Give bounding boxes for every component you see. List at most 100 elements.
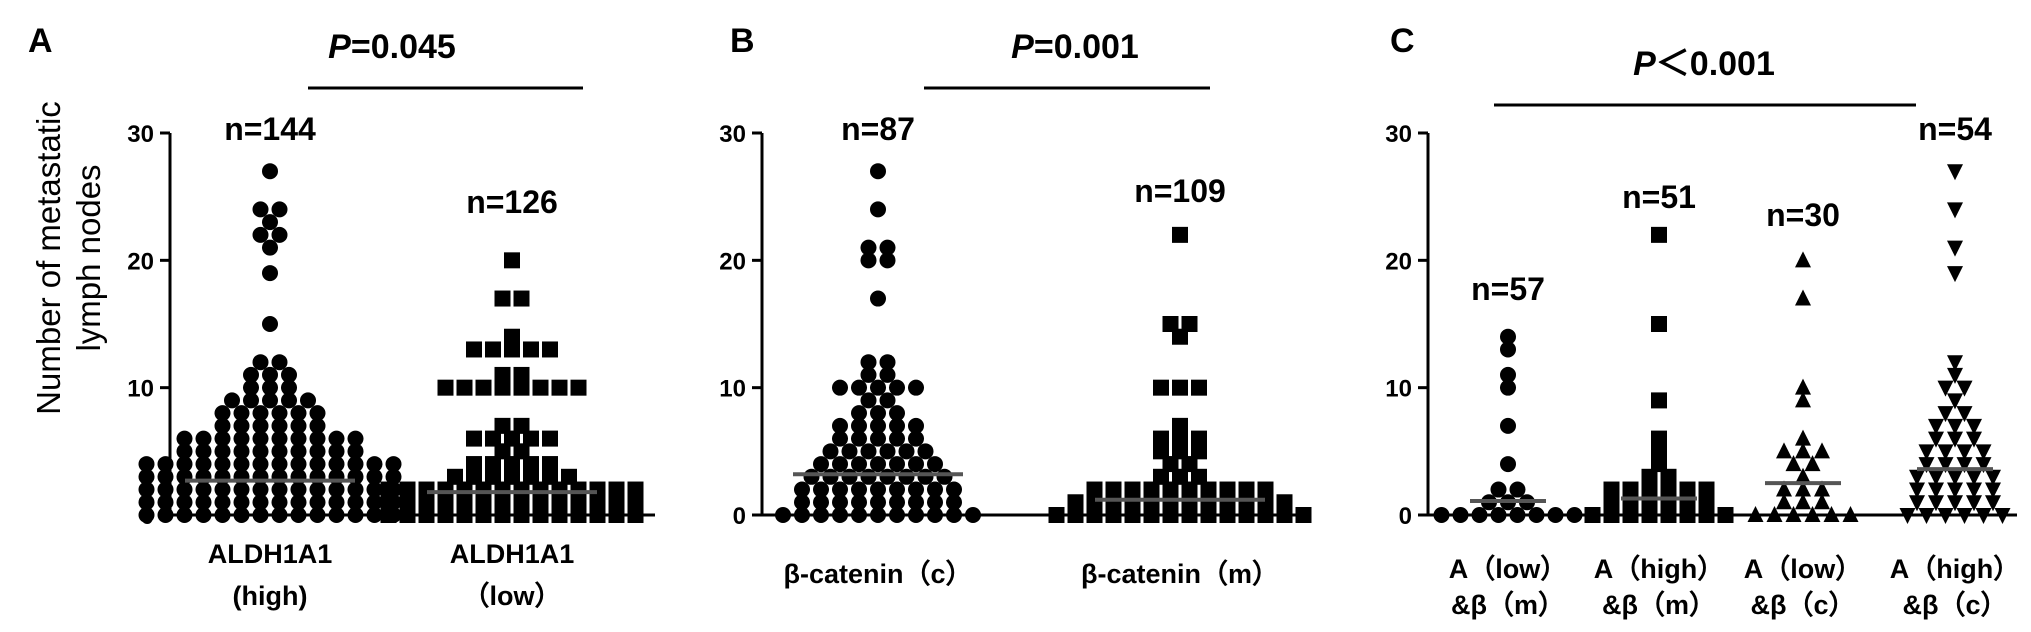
data-point (1804, 506, 1821, 522)
data-point (870, 290, 886, 307)
data-point (1899, 508, 1916, 524)
data-point (1928, 495, 1944, 512)
data-point (860, 366, 877, 383)
data-point (927, 456, 943, 473)
data-point (1143, 507, 1160, 523)
data-point (366, 494, 383, 511)
data-point (252, 507, 269, 523)
data-point (494, 290, 511, 307)
data-point (504, 252, 520, 269)
data-point (1528, 507, 1545, 523)
group-2: n=51 A（high） &β（m） (1584, 179, 1734, 620)
data-point (1162, 481, 1179, 498)
data-point (252, 405, 269, 422)
data-point (879, 366, 896, 383)
data-point (1717, 507, 1734, 523)
data-point (252, 417, 269, 434)
data-point (1162, 316, 1179, 332)
y-tick-label: 20 (1385, 248, 1412, 275)
y-axis-title-line2: lymph nodes (70, 164, 107, 351)
data-point (1153, 430, 1169, 447)
data-point (1162, 507, 1179, 523)
data-point (1679, 481, 1696, 498)
data-point (627, 494, 644, 511)
data-point (1918, 457, 1935, 474)
data-point (485, 456, 501, 473)
data-point (879, 354, 896, 371)
data-point (1795, 429, 1811, 446)
data-point (917, 443, 934, 460)
data-point (870, 163, 886, 180)
data-point (1651, 316, 1667, 332)
category-label-line1: β-catenin（m） (1081, 559, 1279, 589)
data-point (195, 456, 212, 473)
data-point (1814, 493, 1830, 510)
data-point (252, 456, 269, 473)
data-point (870, 417, 886, 434)
data-point (1172, 443, 1188, 460)
data-point (1975, 508, 1992, 524)
data-point (328, 494, 345, 511)
data-point (309, 456, 326, 473)
p-value-prefix: P (328, 28, 351, 66)
data-point (271, 354, 288, 371)
data-point (1937, 380, 1954, 397)
data-point (456, 494, 473, 511)
data-point (1603, 507, 1620, 523)
data-point (1937, 406, 1954, 423)
data-point (494, 494, 511, 511)
data-point (1603, 481, 1620, 498)
data-point (965, 507, 981, 523)
data-point (1966, 431, 1982, 448)
category-label-line2: &β（c） (1751, 590, 1856, 620)
data-point (513, 417, 530, 434)
data-point (1956, 508, 1973, 524)
data-point (946, 507, 962, 523)
data-point (271, 481, 288, 498)
data-point (860, 468, 877, 485)
data-point (176, 494, 193, 511)
data-point (542, 430, 558, 447)
data-point (485, 468, 501, 485)
data-point (233, 443, 250, 460)
data-point (1143, 481, 1160, 498)
data-point (608, 494, 625, 511)
data-point (1257, 481, 1274, 498)
data-point (1200, 481, 1217, 498)
data-point (1966, 495, 1982, 512)
n-label: n=54 (1918, 111, 1992, 147)
data-point (252, 201, 269, 218)
data-point (1956, 457, 1973, 474)
data-point (271, 494, 288, 511)
data-point (176, 481, 193, 498)
data-point (504, 456, 520, 473)
data-point (908, 481, 924, 498)
data-point (1191, 443, 1207, 460)
data-point (570, 507, 587, 523)
data-point (1660, 481, 1677, 498)
data-point (551, 507, 568, 523)
data-point (494, 417, 511, 434)
data-point (262, 239, 278, 256)
category-label-line1: A（low） (1449, 554, 1568, 584)
data-point (1490, 481, 1507, 498)
data-point (1966, 469, 1982, 486)
data-point (309, 417, 326, 434)
data-point (214, 494, 231, 511)
data-point (927, 481, 943, 498)
data-point (262, 265, 278, 282)
n-label: n=87 (841, 111, 915, 147)
data-point (1172, 328, 1188, 345)
p-value-text: ＜0.001 (1656, 45, 1775, 83)
data-point (608, 507, 625, 523)
data-point (898, 468, 915, 485)
data-point (851, 430, 867, 447)
data-point (1276, 507, 1293, 523)
data-point (262, 214, 278, 231)
data-point (513, 494, 530, 511)
data-point (851, 507, 867, 523)
data-point (281, 392, 297, 409)
data-point (879, 252, 896, 269)
data-point (908, 456, 924, 473)
data-point (366, 507, 383, 523)
